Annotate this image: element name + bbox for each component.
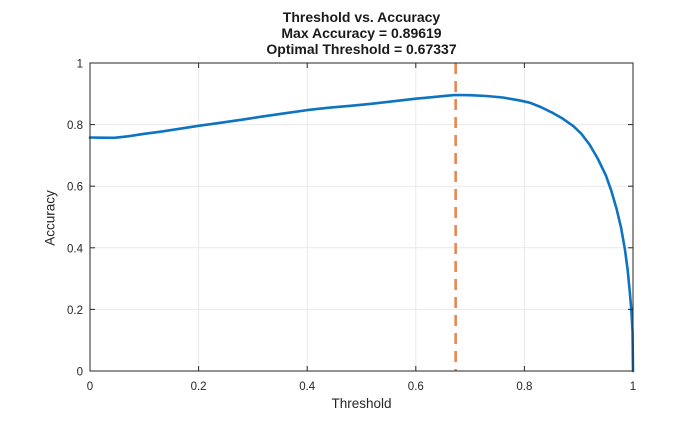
y-tick-label: 1 — [77, 59, 83, 71]
chart-title-line1: Threshold vs. Accuracy — [282, 9, 441, 25]
y-tick-label: 0.2 — [67, 305, 83, 317]
accuracy-curve — [88, 93, 635, 373]
y-axis-label: Accuracy — [42, 190, 58, 246]
chart-title: Threshold vs. Accuracy Max Accuracy = 0.… — [90, 9, 633, 57]
chart-title-line3: Optimal Threshold = 0.67337 — [266, 41, 457, 57]
x-tick-label: 1 — [630, 381, 636, 393]
x-axis-label: Threshold — [331, 396, 392, 411]
y-tick-label: 0.4 — [67, 243, 84, 255]
chart-title-line2: Max Accuracy = 0.89619 — [281, 25, 442, 41]
x-tick-label: 0.6 — [408, 381, 424, 393]
x-tick-label: 0.8 — [516, 381, 532, 393]
x-tick-label: 0.2 — [191, 381, 207, 393]
x-tick-label: 0.4 — [299, 381, 316, 393]
axes-box — [89, 62, 634, 372]
y-tick-label: 0.8 — [67, 120, 83, 132]
x-tick-label: 0 — [87, 381, 93, 393]
y-tick-label: 0 — [77, 367, 83, 379]
y-tick-label: 0.6 — [67, 182, 83, 194]
